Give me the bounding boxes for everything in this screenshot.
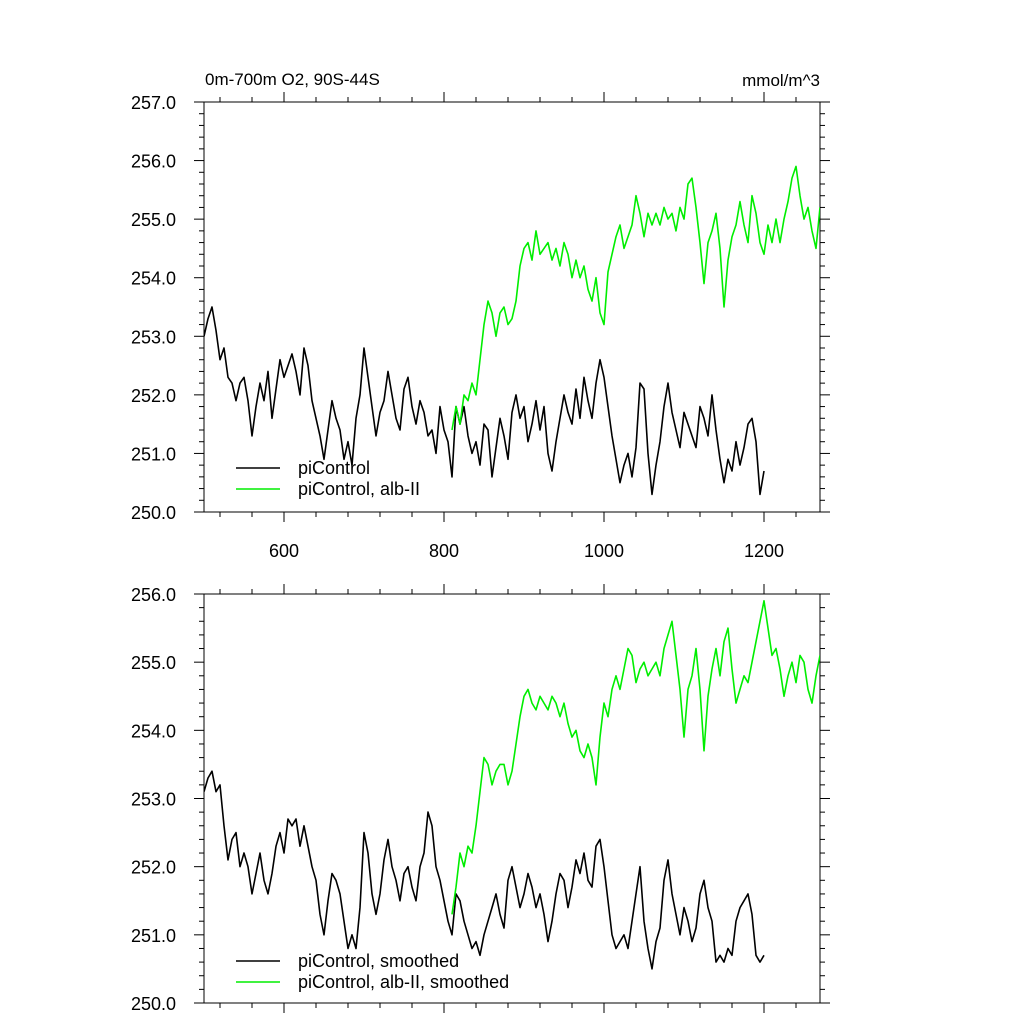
x-tick-label: 800 xyxy=(429,541,459,561)
x-tick-label: 1200 xyxy=(744,541,784,561)
plot-frame xyxy=(203,593,821,1004)
plot-frame xyxy=(203,101,821,513)
y-tick-label: 255.0 xyxy=(131,653,176,673)
y-tick-label: 254.0 xyxy=(131,721,176,741)
series-line-alb-ii xyxy=(451,600,820,915)
legend-label: piControl, alb-II xyxy=(298,479,420,499)
series-line-alb-ii xyxy=(451,165,820,431)
x-tick-label: 1000 xyxy=(584,541,624,561)
y-tick-label: 254.0 xyxy=(131,269,176,289)
series-line-picontrol xyxy=(204,306,765,496)
legend-label: piControl, alb-II, smoothed xyxy=(298,972,509,992)
y-tick-label: 252.0 xyxy=(131,386,176,406)
y-tick-label: 253.0 xyxy=(131,790,176,810)
y-tick-label: 251.0 xyxy=(131,926,176,946)
series-line-picontrol xyxy=(204,770,765,970)
legend-label: piControl xyxy=(298,458,370,478)
x-tick-label: 600 xyxy=(269,541,299,561)
legend-label: piControl, smoothed xyxy=(298,951,459,971)
y-tick-label: 257.0 xyxy=(131,93,176,113)
bottom-panel: 250.0 251.0 252.0 253.0 254.0 255.0 256.0 piCon… xyxy=(131,584,830,1014)
y-tick-label: 256.0 xyxy=(131,585,176,605)
y-tick-label: 250.0 xyxy=(131,994,176,1014)
y-tick-label: 256.0 xyxy=(131,152,176,172)
y-tick-label: 255.0 xyxy=(131,210,176,230)
y-tick-label: 250.0 xyxy=(131,503,176,523)
figure-title: 0m-700m O2, 90S-44S xyxy=(205,70,380,89)
y-tick-label: 252.0 xyxy=(131,858,176,878)
units-label: mmol/m^3 xyxy=(742,71,820,90)
y-tick-label: 251.0 xyxy=(131,444,176,464)
top-panel: 600 800 1000 1200 250.0 251.0 252.0 253.0 254.0 2… xyxy=(131,92,830,561)
y-tick-label: 253.0 xyxy=(131,327,176,347)
